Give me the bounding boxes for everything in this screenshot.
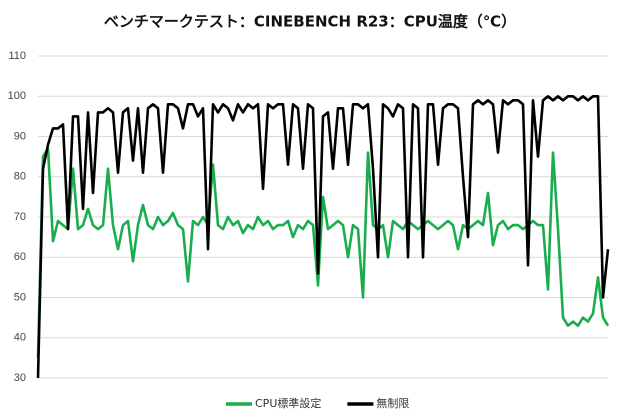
y-tick-label: 80 (14, 171, 26, 183)
chart-title: ベンチマークテスト：CINEBENCH R23：CPU温度（℃） (104, 13, 516, 31)
series-line (36, 95, 610, 379)
y-tick-label: 90 (14, 130, 26, 142)
y-tick-label: 30 (14, 372, 26, 384)
y-tick-label: 110 (8, 50, 26, 62)
y-tick-label: 50 (14, 291, 26, 303)
legend-label: CPU標準設定 (255, 396, 321, 410)
legend-label: 無制限 (376, 396, 409, 410)
y-tick-label: 70 (14, 211, 26, 223)
series-line (36, 147, 610, 358)
y-tick-label: 60 (14, 251, 26, 263)
y-tick-label: 100 (8, 90, 26, 102)
y-tick-label: 40 (14, 332, 26, 344)
